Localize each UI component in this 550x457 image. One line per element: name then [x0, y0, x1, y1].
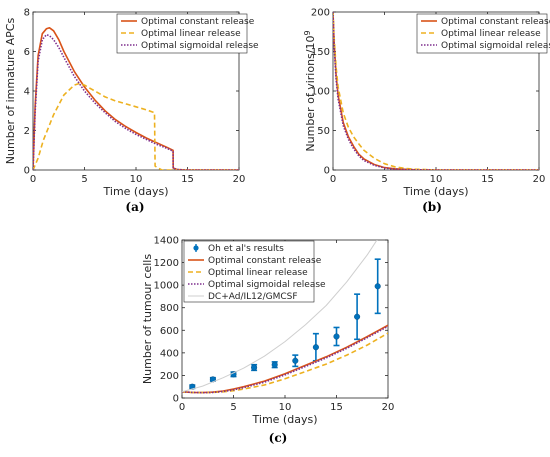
- x-tick-label: 15: [181, 174, 194, 185]
- x-tick-label: 15: [481, 174, 494, 185]
- data-point: [333, 333, 340, 340]
- y-tick-label: 6: [24, 47, 30, 58]
- x-tick-label: 5: [230, 402, 236, 413]
- data-point: [354, 313, 361, 320]
- y-tick-label: 600: [160, 326, 179, 337]
- legend-entry: Optimal linear release: [441, 29, 541, 39]
- series-line-dc: [182, 240, 378, 393]
- x-tick-label: 5: [81, 174, 87, 185]
- x-tick-label: 5: [381, 174, 387, 185]
- y-tick-label: 0: [173, 394, 179, 405]
- y-tick-label: 100: [311, 87, 330, 98]
- y-tick-label: 50: [317, 126, 330, 137]
- chart-a: 0 5 10 15 20 0 2 4 6 8 Time (days) Number of immatu…: [4, 8, 259, 215]
- series-line-constant: [33, 26, 239, 170]
- data-point: [374, 283, 381, 290]
- panel-caption: (c): [269, 431, 288, 445]
- y-tick-label: 200: [311, 8, 330, 19]
- plot-area: [333, 12, 539, 170]
- x-axis-label: Time (days): [252, 413, 318, 426]
- x-tick-label: 0: [179, 402, 185, 413]
- x-tick-label: 20: [233, 174, 246, 185]
- legend-entry: Optimal sigmoidal release: [441, 41, 550, 51]
- y-tick-label: 0: [24, 166, 30, 177]
- y-tick-label: 150: [311, 47, 330, 58]
- y-axis-label-sup: 9: [303, 30, 312, 35]
- panel-caption: (b): [422, 200, 442, 214]
- y-tick-label: 8: [24, 8, 30, 19]
- series-line-sigmoidal: [33, 33, 239, 170]
- data-point: [251, 364, 258, 371]
- y-axis-label: Number of immature APCs: [4, 18, 17, 165]
- legend-entry: Optimal constant release: [441, 17, 550, 27]
- series-line-sigmoidal: [333, 12, 539, 170]
- x-tick-label: 10: [279, 402, 292, 413]
- x-tick-label: 10: [130, 174, 143, 185]
- x-axis-label: Time (days): [103, 185, 169, 198]
- legend-entry: DC+Ad/IL12/GMCSF: [208, 292, 298, 302]
- y-tick-label: 1200: [154, 258, 179, 269]
- y-tick-label: 1000: [154, 281, 179, 292]
- legend-box: [416, 13, 548, 54]
- plot-area: [182, 240, 388, 394]
- y-axis-label: Number of tumour cells: [141, 254, 154, 384]
- series-line-linear: [333, 12, 539, 170]
- x-tick-label: 15: [330, 402, 343, 413]
- legend-entry: Optimal linear release: [208, 268, 308, 278]
- x-tick-label: 20: [382, 402, 395, 413]
- y-axis-label: Number of virions/109: [303, 30, 318, 151]
- legend-entry: Oh et al's results: [208, 244, 284, 254]
- data-point: [292, 357, 299, 364]
- series-line-linear: [182, 332, 388, 394]
- plot-area: [33, 26, 239, 170]
- x-tick-label: 10: [430, 174, 443, 185]
- y-tick-label: 0: [324, 166, 330, 177]
- x-tick-label: 0: [30, 174, 36, 185]
- legend-entry: Optimal linear release: [141, 29, 241, 39]
- series-line-sigmoidal: [182, 325, 388, 394]
- legend-entry: Optimal constant release: [208, 256, 322, 266]
- legend: Optimal constant release Optimal linear r…: [416, 13, 550, 54]
- legend-box: [183, 240, 315, 303]
- series-line-linear: [33, 82, 239, 170]
- legend-entry: Optimal constant release: [141, 17, 255, 27]
- panel-caption: (a): [125, 200, 144, 214]
- data-point: [312, 344, 319, 351]
- legend-entry: Optimal sigmoidal release: [141, 41, 259, 51]
- legend-swatch-point: [193, 245, 199, 251]
- x-tick-label: 20: [533, 174, 546, 185]
- legend-box: [116, 13, 248, 54]
- y-tick-label: 800: [160, 303, 179, 314]
- y-tick-label: 4: [24, 87, 30, 98]
- y-tick-label: 200: [160, 371, 179, 382]
- legend-entry: Optimal sigmoidal release: [208, 280, 326, 290]
- legend: Optimal constant release Optimal linear r…: [116, 13, 259, 54]
- y-tick-label: 400: [160, 348, 179, 359]
- x-tick-label: 0: [330, 174, 336, 185]
- y-tick-label: 2: [24, 126, 30, 137]
- legend: Oh et al's results Optimal constant relea…: [183, 240, 326, 303]
- x-axis-label: Time (days): [403, 185, 469, 198]
- y-tick-label: 1400: [154, 236, 179, 247]
- data-point: [271, 361, 278, 368]
